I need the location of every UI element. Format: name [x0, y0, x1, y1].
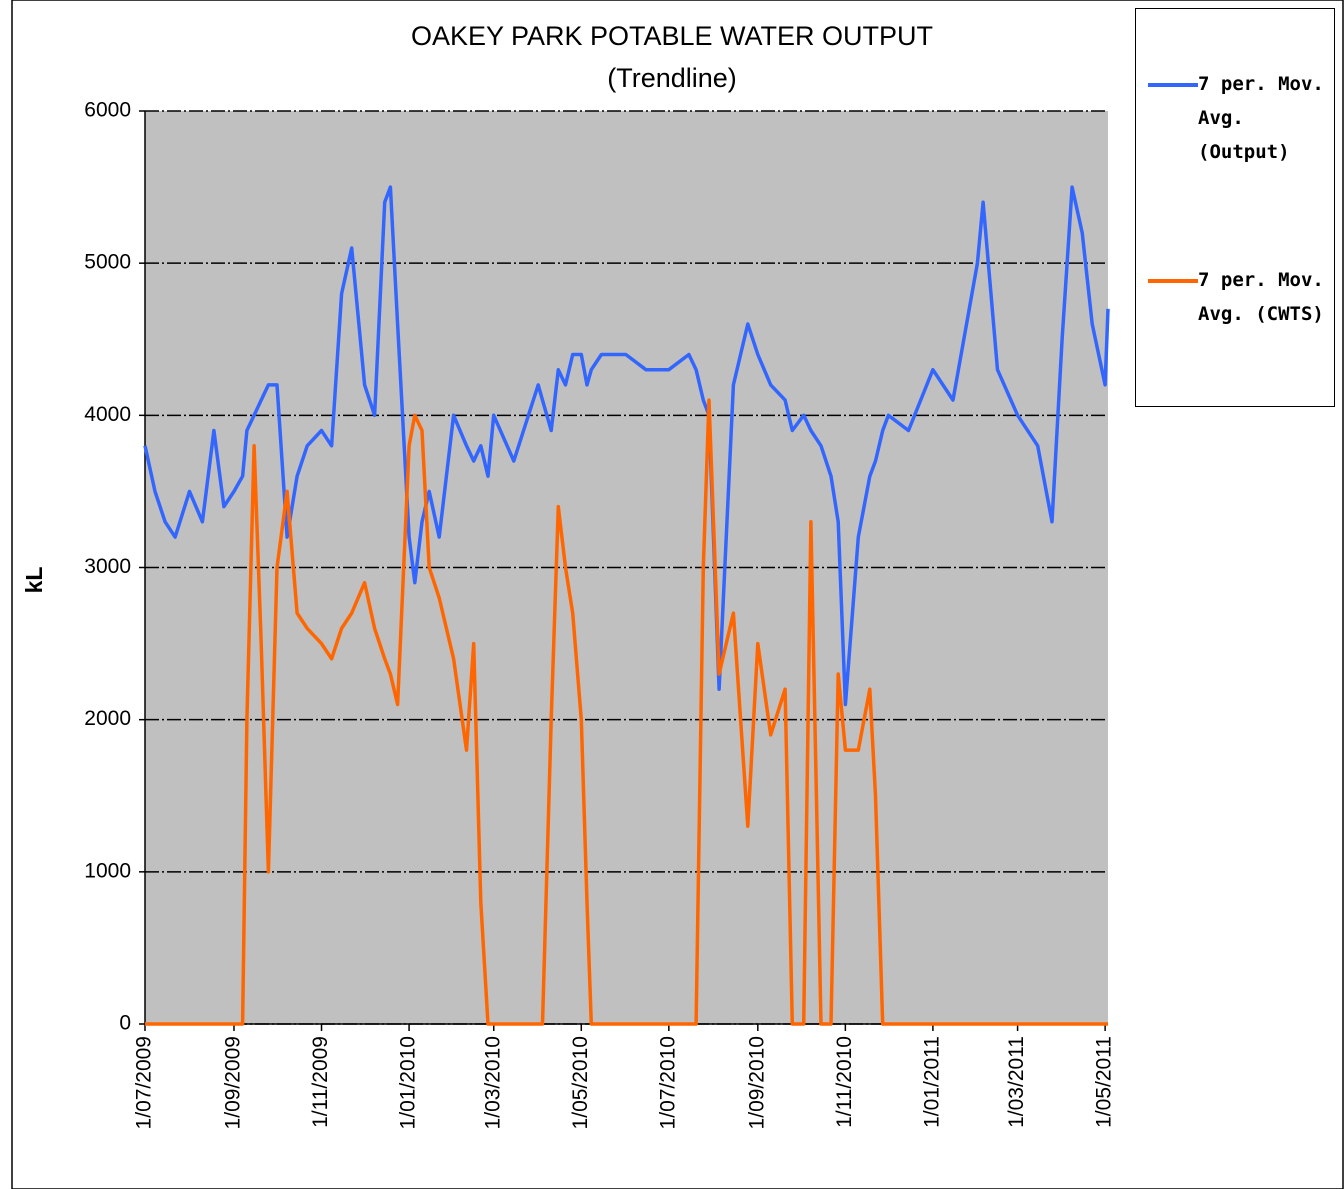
legend-label: 7 per. Mov. Avg. (Output)	[1198, 73, 1324, 163]
x-tick-label: 1/09/2009	[222, 1036, 245, 1129]
series-line	[143, 185, 1110, 707]
y-tick-label: 1000	[84, 859, 131, 882]
x-tick-label: 1/11/2010	[833, 1036, 856, 1128]
legend: 7 per. Mov. Avg. (Output) 7 per. Mov. Avg…	[1135, 8, 1335, 407]
legend-label: 7 per. Mov. Avg. (CWTS)	[1198, 269, 1324, 325]
legend-swatch	[1148, 279, 1198, 283]
y-tick-label: 2000	[84, 707, 131, 730]
chart-subtitle: (Trendline)	[607, 63, 737, 93]
x-tick-label: 1/05/2011	[1093, 1036, 1116, 1128]
series-line	[145, 398, 1108, 1026]
x-tick-label: 1/01/2011	[920, 1036, 943, 1128]
x-tick-label: 1/07/2010	[656, 1036, 679, 1129]
y-tick-label: 5000	[84, 251, 131, 274]
x-tick-label: 1/09/2010	[745, 1036, 768, 1129]
legend-item: 7 per. Mov. Avg. (CWTS)	[1148, 269, 1336, 331]
y-tick-label: 6000	[84, 99, 131, 122]
x-tick-label: 1/03/2010	[481, 1036, 504, 1129]
y-axis-label: kL	[21, 567, 47, 594]
y-tick-label: 0	[119, 1012, 131, 1035]
x-tick-label: 1/05/2010	[569, 1036, 592, 1129]
y-tick-label: 4000	[84, 403, 131, 426]
x-tick-label: 1/07/2009	[133, 1036, 156, 1129]
legend-item: 7 per. Mov. Avg. (Output)	[1148, 73, 1336, 169]
y-tick-label: 3000	[84, 555, 131, 578]
chart-title: OAKEY PARK POTABLE WATER OUTPUT	[411, 21, 933, 51]
x-tick-label: 1/11/2009	[309, 1036, 332, 1128]
legend-swatch	[1148, 83, 1198, 87]
x-tick-label: 1/01/2010	[397, 1036, 420, 1129]
x-tick-label: 1/03/2011	[1005, 1036, 1028, 1128]
